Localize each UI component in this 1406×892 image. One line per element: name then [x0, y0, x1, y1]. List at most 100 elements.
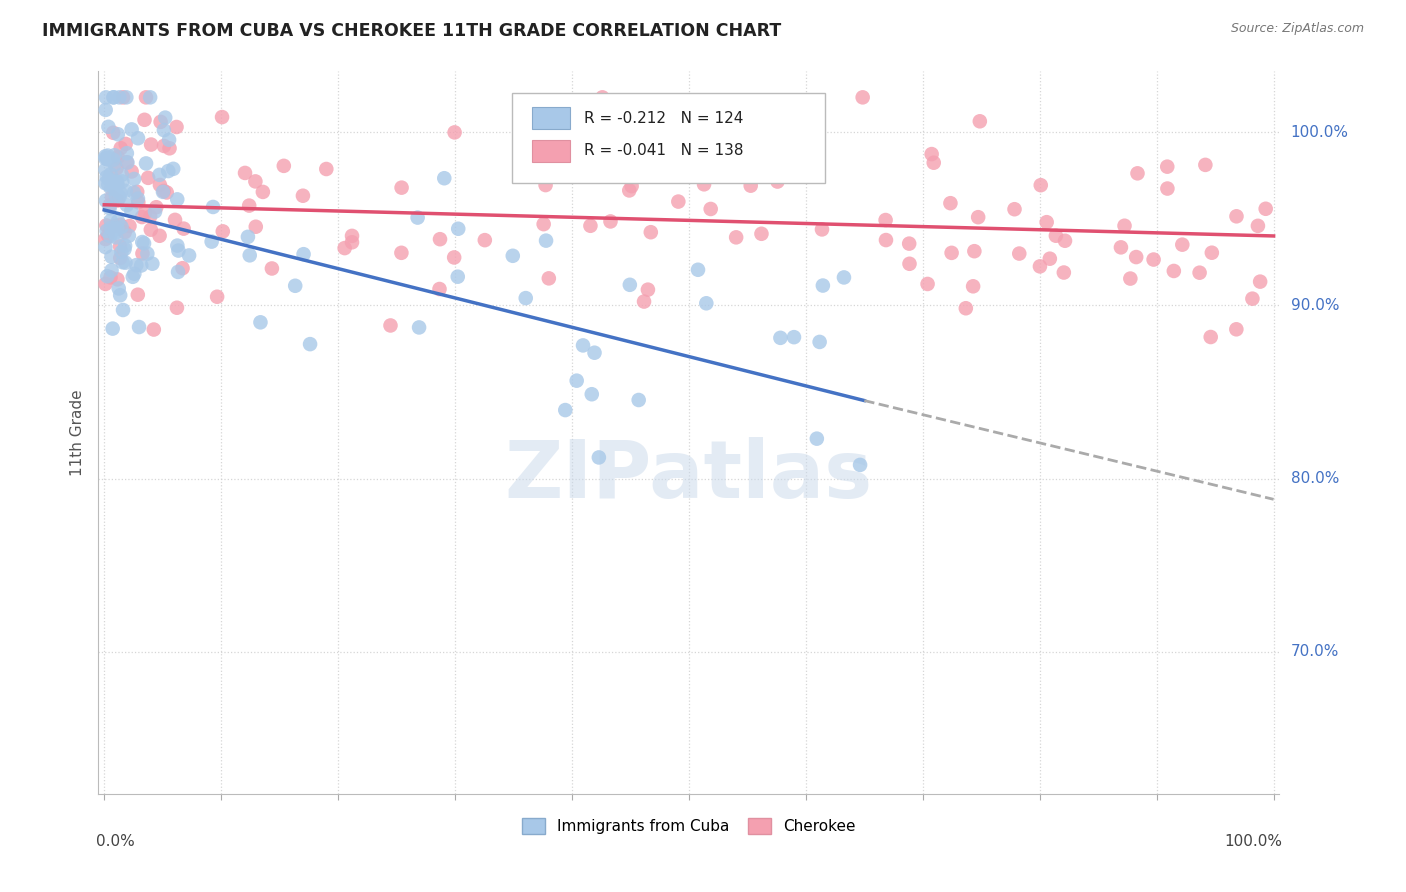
Point: [100, 263, 122, 277]
Point: [149, 178, 172, 192]
Point: [1241, 292, 1264, 306]
FancyBboxPatch shape: [531, 108, 569, 129]
Point: [94, 277, 117, 291]
Point: [963, 244, 986, 259]
Point: [1029, 260, 1052, 274]
Point: [1053, 266, 1076, 280]
Point: [443, 251, 465, 265]
Point: [1163, 264, 1185, 278]
Point: [152, 185, 174, 199]
Point: [115, 90, 138, 104]
Point: [111, 174, 134, 188]
Point: [110, 141, 132, 155]
Point: [94, 194, 117, 208]
Point: [97, 152, 120, 166]
Point: [693, 178, 716, 192]
Point: [114, 136, 136, 151]
Point: [94, 90, 117, 104]
Point: [725, 230, 748, 244]
Point: [107, 214, 129, 228]
Point: [104, 230, 127, 244]
Point: [1188, 266, 1211, 280]
Point: [252, 185, 274, 199]
Point: [967, 210, 990, 224]
Point: [211, 110, 233, 124]
Point: [97, 172, 120, 186]
Point: [114, 238, 136, 252]
Point: [1039, 252, 1062, 266]
Point: [97, 228, 120, 243]
Text: 90.0%: 90.0%: [1291, 298, 1339, 313]
Point: [581, 387, 603, 401]
Point: [588, 450, 610, 465]
Point: [166, 192, 188, 206]
Point: [101, 321, 124, 335]
Point: [108, 239, 131, 253]
Point: [139, 222, 162, 236]
Point: [94, 176, 117, 190]
Point: [583, 345, 606, 359]
Point: [100, 250, 122, 264]
Text: 0.0%: 0.0%: [96, 834, 135, 848]
Point: [740, 178, 762, 193]
Point: [134, 206, 156, 220]
Point: [534, 234, 557, 248]
Point: [1156, 181, 1178, 195]
Point: [969, 114, 991, 128]
Point: [1109, 240, 1132, 254]
Point: [139, 210, 162, 224]
Point: [128, 320, 150, 334]
Point: [108, 190, 131, 204]
Point: [153, 123, 176, 137]
Point: [443, 125, 465, 139]
Point: [107, 150, 129, 164]
Point: [101, 189, 124, 203]
Point: [260, 261, 283, 276]
Point: [135, 156, 157, 170]
Point: [917, 277, 939, 291]
Point: [121, 122, 143, 136]
Point: [249, 315, 271, 329]
Point: [114, 225, 136, 239]
Point: [127, 131, 149, 145]
Point: [1045, 228, 1067, 243]
Point: [941, 245, 963, 260]
Point: [955, 301, 977, 316]
Point: [211, 224, 233, 238]
Point: [429, 282, 451, 296]
Point: [155, 111, 177, 125]
Point: [94, 149, 117, 163]
Point: [921, 147, 943, 161]
Point: [96, 169, 118, 184]
Point: [769, 331, 792, 345]
Point: [100, 181, 122, 195]
Point: [110, 219, 132, 234]
Point: [852, 90, 875, 104]
Point: [292, 247, 315, 261]
Point: [619, 183, 641, 197]
Point: [671, 164, 693, 178]
Point: [236, 230, 259, 244]
Point: [124, 267, 146, 281]
Point: [103, 126, 125, 140]
Point: [898, 236, 921, 251]
Point: [380, 318, 402, 333]
Point: [340, 228, 363, 243]
Point: [107, 281, 129, 295]
Point: [121, 269, 143, 284]
Point: [127, 287, 149, 301]
Point: [875, 233, 897, 247]
Point: [104, 157, 127, 171]
Point: [104, 188, 127, 202]
Point: [534, 178, 557, 192]
Point: [132, 236, 155, 251]
Point: [166, 301, 188, 315]
Point: [105, 161, 128, 176]
Point: [127, 195, 149, 210]
Point: [134, 112, 156, 127]
Point: [131, 246, 153, 260]
Point: [620, 179, 643, 194]
Point: [115, 146, 138, 161]
Point: [136, 170, 159, 185]
Point: [391, 180, 413, 194]
